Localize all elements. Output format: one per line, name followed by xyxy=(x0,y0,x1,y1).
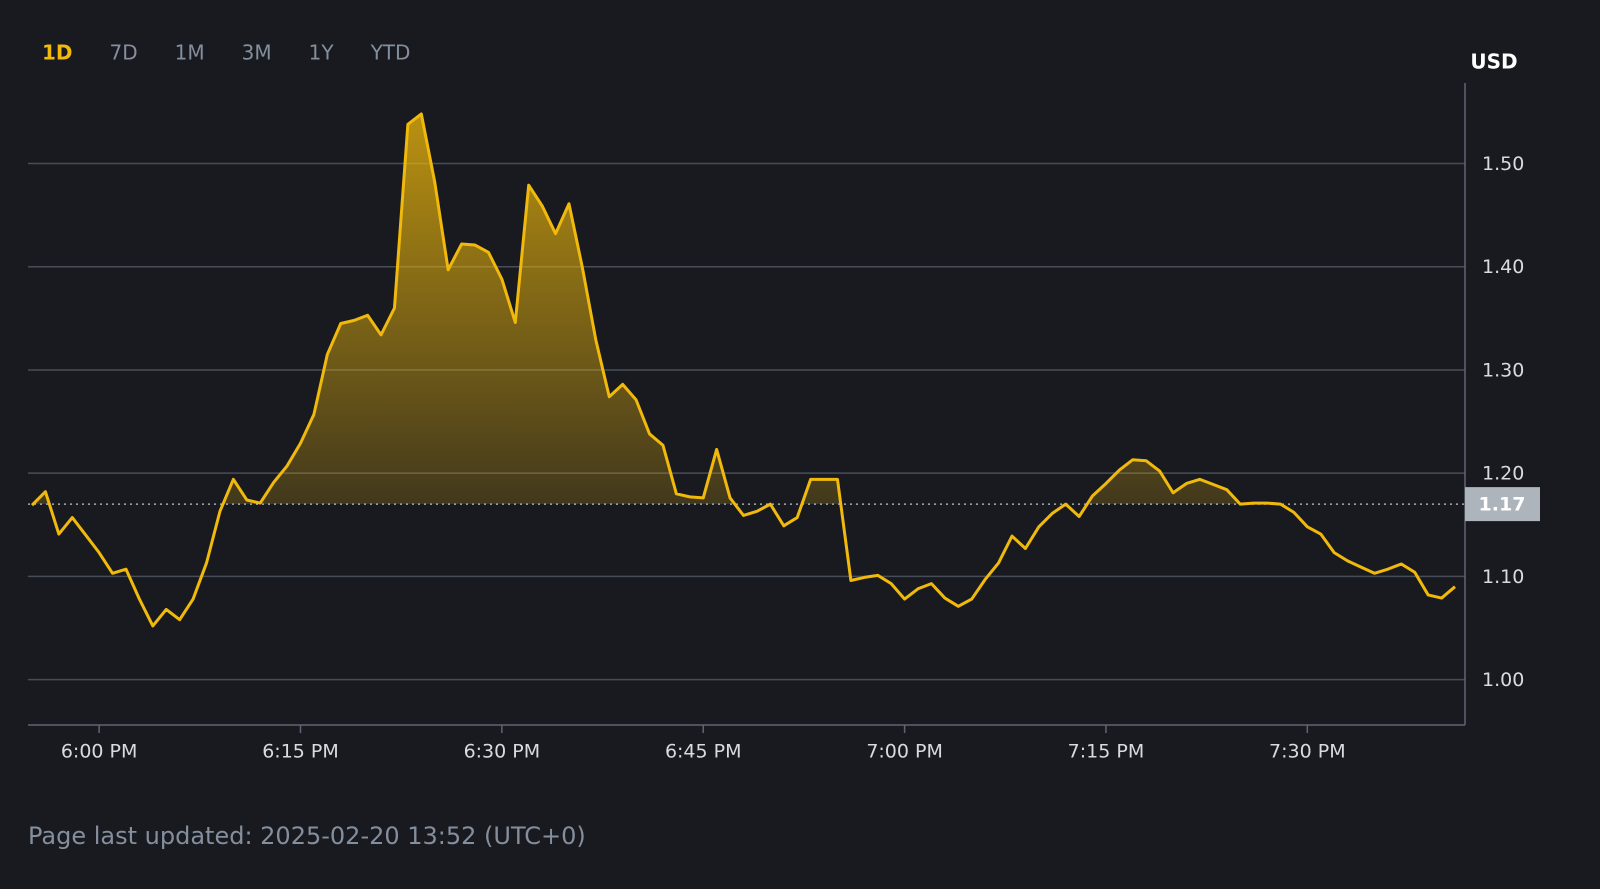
x-tick-label: 6:00 PM xyxy=(61,741,138,763)
period-tab[interactable]: 1M xyxy=(175,41,205,65)
x-tick-label: 6:30 PM xyxy=(464,741,541,763)
y-tick-label: 1.40 xyxy=(1482,256,1524,278)
x-tick-label: 7:15 PM xyxy=(1068,741,1145,763)
period-tab[interactable]: 1Y xyxy=(309,41,335,65)
period-tab[interactable]: 1D xyxy=(42,41,73,65)
current-price-label: 1.17 xyxy=(1479,494,1526,516)
period-tab[interactable]: 7D xyxy=(110,41,138,65)
y-tick-label: 1.20 xyxy=(1482,463,1524,485)
period-tab[interactable]: YTD xyxy=(370,41,411,65)
price-line xyxy=(30,112,1456,628)
y-tick-label: 1.00 xyxy=(1482,669,1524,691)
x-tick-label: 7:00 PM xyxy=(866,741,943,763)
x-tick-label: 6:15 PM xyxy=(262,741,339,763)
y-tick-label: 1.30 xyxy=(1482,359,1524,381)
x-tick-label: 6:45 PM xyxy=(665,741,742,763)
y-tick-label: 1.50 xyxy=(1482,153,1524,175)
x-tick-label: 7:30 PM xyxy=(1269,741,1346,763)
currency-label: USD xyxy=(1470,50,1517,74)
area-fill xyxy=(33,113,1281,505)
period-tab[interactable]: 3M xyxy=(242,41,272,65)
current-price-badge xyxy=(1465,487,1540,522)
footer: Page last updated: 2025-02-20 13:52 (UTC… xyxy=(28,822,586,850)
y-tick-label: 1.10 xyxy=(1482,566,1524,588)
